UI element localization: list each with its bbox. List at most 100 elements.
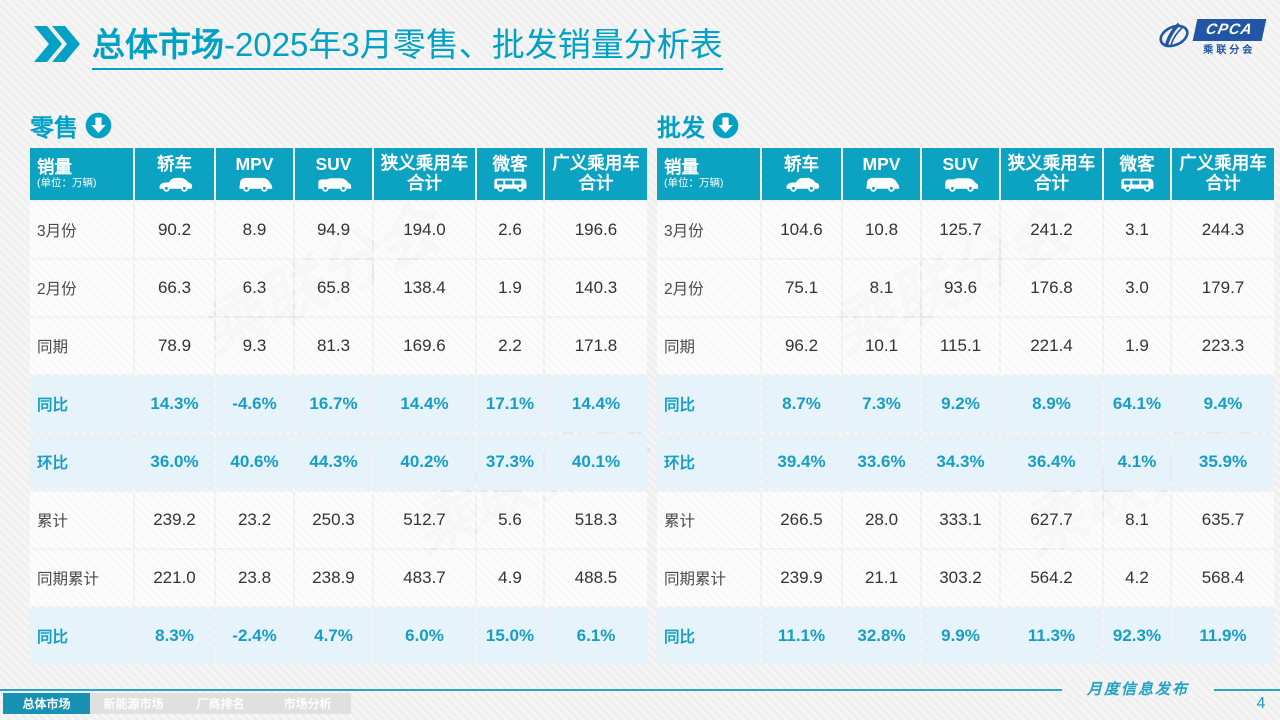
table-cell: 78.9 (135, 318, 214, 374)
table-cell: -4.6% (216, 376, 293, 432)
table-cell: 11.1% (762, 608, 841, 664)
table-cell: 4.7% (295, 608, 372, 664)
table-cell: 81.3 (295, 318, 372, 374)
table-cell: 9.2% (922, 376, 999, 432)
table-cell: 221.0 (135, 550, 214, 606)
table-cell: 5.6 (477, 492, 543, 548)
table-cell: 627.7 (1001, 492, 1102, 548)
table-cell: 6.0% (374, 608, 475, 664)
table-cell: 66.3 (135, 260, 214, 316)
table-cell: 75.1 (762, 260, 841, 316)
table-cell: 239.9 (762, 550, 841, 606)
table-cell: 4.9 (477, 550, 543, 606)
table-cell: 568.4 (1172, 550, 1274, 606)
page-header: 总体市场-2025年3月零售、批发销量分析表 (34, 26, 723, 70)
table-cell: 1.9 (477, 260, 543, 316)
table-cell: 14.4% (374, 376, 475, 432)
table-cell: 635.7 (1172, 492, 1274, 548)
table-cell: 11.3% (1001, 608, 1102, 664)
footer-tab-nev-market[interactable]: 新能源市场 (90, 693, 177, 714)
retail-section-header: 零售 (30, 108, 112, 143)
table-cell: 36.4% (1001, 434, 1102, 490)
mpv-car-icon (864, 176, 900, 193)
double-chevron-icon (34, 26, 80, 62)
table-cell: 250.3 (295, 492, 372, 548)
column-header-minibus: 微客 (1104, 148, 1170, 200)
table-cell: 32.8% (843, 608, 920, 664)
wholesale-table: 销量 (单位：万辆) 轿车 MPV SUV 狭义乘用车 合计 微客 广义乘用车 合计 3月份 104.… (657, 148, 1274, 664)
table-cell: 14.3% (135, 376, 214, 432)
table-cell: 40.6% (216, 434, 293, 490)
minibus-icon (1119, 176, 1155, 193)
table-cell: 564.2 (1001, 550, 1102, 606)
table-cell: 33.6% (843, 434, 920, 490)
column-header-suv: SUV (922, 148, 999, 200)
row-label: 同期 (657, 318, 760, 374)
footer-tab-overall-market[interactable]: 总体市场 (3, 693, 90, 714)
table-cell: 10.8 (843, 202, 920, 258)
table-cell: 3.1 (1104, 202, 1170, 258)
page-title-secondary: -2025年3月零售、批发销量分析表 (224, 26, 723, 63)
table-cell: 9.3 (216, 318, 293, 374)
table-cell: 10.1 (843, 318, 920, 374)
table-cell: 8.1 (843, 260, 920, 316)
table-cell: 179.7 (1172, 260, 1274, 316)
row-label: 2月份 (30, 260, 133, 316)
column-header-mpv: MPV (216, 148, 293, 200)
table-cell: 8.9 (216, 202, 293, 258)
footer-tab-market-analysis[interactable]: 市场分析 (264, 693, 351, 714)
row-label: 同比 (657, 376, 760, 432)
table-cell: 92.3% (1104, 608, 1170, 664)
minibus-icon (492, 176, 528, 193)
row-label: 同比 (30, 376, 133, 432)
table-cell: 171.8 (545, 318, 647, 374)
table-cell: 40.2% (374, 434, 475, 490)
table-cell: 115.1 (922, 318, 999, 374)
table-cell: 176.8 (1001, 260, 1102, 316)
table-cell: 37.3% (477, 434, 543, 490)
wholesale-section-label: 批发 (657, 115, 705, 142)
table-cell: 244.3 (1172, 202, 1274, 258)
mpv-car-icon (237, 176, 273, 193)
table-cell: 21.1 (843, 550, 920, 606)
row-label: 环比 (657, 434, 760, 490)
column-header-broad-pv-total: 广义乘用车 合计 (545, 148, 647, 200)
table-cell: 9.9% (922, 608, 999, 664)
table-cell: 40.1% (545, 434, 647, 490)
table-cell: 125.7 (922, 202, 999, 258)
table-cell: 35.9% (1172, 434, 1274, 490)
table-cell: 241.2 (1001, 202, 1102, 258)
column-header-sales: 销量 (单位：万辆) (657, 148, 760, 200)
logo-name: 乘联分会 (1203, 45, 1256, 56)
table-cell: 4.2 (1104, 550, 1170, 606)
table-cell: 36.0% (135, 434, 214, 490)
table-cell: 16.7% (295, 376, 372, 432)
table-cell: 34.3% (922, 434, 999, 490)
table-cell: 6.3 (216, 260, 293, 316)
table-cell: 4.1% (1104, 434, 1170, 490)
column-header-minibus: 微客 (477, 148, 543, 200)
row-label: 2月份 (657, 260, 760, 316)
table-cell: 93.6 (922, 260, 999, 316)
table-cell: 238.9 (295, 550, 372, 606)
table-cell: 65.8 (295, 260, 372, 316)
table-cell: 266.5 (762, 492, 841, 548)
table-cell: 512.7 (374, 492, 475, 548)
table-cell: 6.1% (545, 608, 647, 664)
table-cell: 14.4% (545, 376, 647, 432)
suv-car-icon (316, 176, 352, 193)
footer-tab-oem-ranking[interactable]: 厂商排名 (177, 693, 264, 714)
cpca-logo: CPCA 乘联分会 (1156, 20, 1265, 56)
page-title: 总体市场-2025年3月零售、批发销量分析表 (92, 26, 723, 70)
table-cell: 8.3% (135, 608, 214, 664)
table-cell: 7.3% (843, 376, 920, 432)
column-header-broad-pv-total: 广义乘用车 合计 (1172, 148, 1274, 200)
wholesale-section-header: 批发 (657, 108, 739, 143)
table-cell: -2.4% (216, 608, 293, 664)
table-cell: 303.2 (922, 550, 999, 606)
table-cell: 196.6 (545, 202, 647, 258)
table-cell: 518.3 (545, 492, 647, 548)
table-cell: 39.4% (762, 434, 841, 490)
page-number: 4 (1256, 695, 1266, 712)
